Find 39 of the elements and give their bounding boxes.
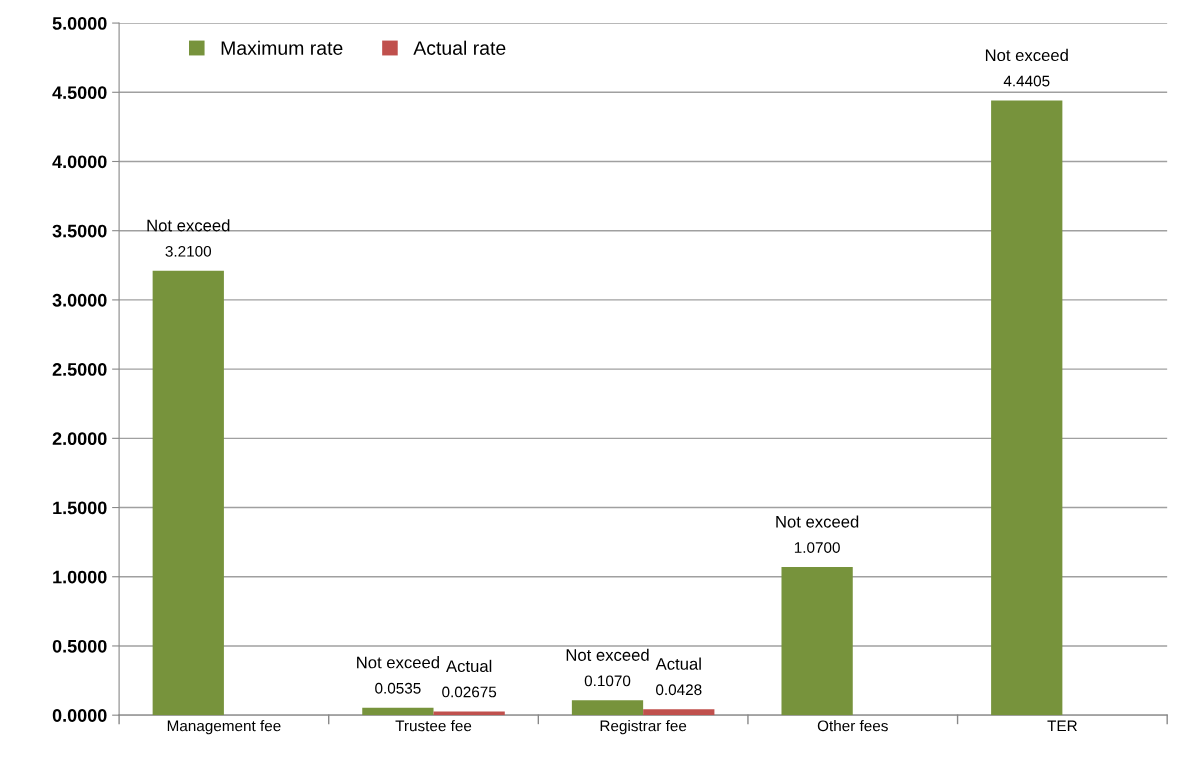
bar: [433, 711, 505, 716]
x-tick-label: Registrar fee: [600, 720, 687, 735]
data-label: 0.1070: [584, 675, 631, 687]
y-tick-label: 3.0000: [52, 293, 107, 307]
bar: [643, 709, 715, 716]
x-tick-label: Trustee fee: [395, 720, 472, 732]
bar: [571, 700, 644, 716]
y-tick-label: 0.0000: [52, 709, 107, 722]
y-tick-label: 1.5000: [53, 501, 107, 515]
y-tick-label: 1.0000: [53, 570, 107, 584]
annotation: Not exceed: [566, 648, 649, 661]
data-label: 0.0428: [656, 684, 702, 696]
legend-label: Maximum rate: [221, 40, 343, 55]
bar: [362, 707, 434, 716]
y-tick-label: 0.5000: [52, 639, 107, 653]
data-label: 0.02675: [442, 686, 497, 698]
x-tick-label: TER: [1047, 720, 1077, 732]
y-tick-label: 3.5000: [52, 224, 107, 238]
data-label: 4.4405: [1003, 75, 1050, 87]
data-label: 1.0700: [794, 542, 840, 553]
bar: [152, 270, 224, 716]
data-label: 0.0535: [375, 682, 421, 694]
y-tick-label: 4.5000: [52, 86, 107, 99]
legend-label: Actual rate: [413, 40, 506, 55]
annotation: Not exceed: [147, 219, 230, 232]
x-tick-label: Other fees: [817, 720, 888, 732]
y-tick-label: 5.0000: [52, 17, 107, 30]
annotation: Not exceed: [776, 515, 859, 528]
x-tick-label: Management fee: [167, 720, 281, 735]
annotation: Actual: [655, 657, 701, 670]
bar: [781, 567, 853, 716]
data-label: 3.2100: [165, 245, 212, 257]
annotation: Not exceed: [357, 656, 439, 669]
y-tick-label: 2.5000: [52, 363, 107, 376]
y-tick-label: 2.0000: [52, 432, 107, 446]
annotation: Not exceed: [985, 48, 1068, 62]
bar: [991, 100, 1063, 716]
annotation: Actual: [446, 659, 492, 673]
y-tick-label: 4.0000: [52, 155, 107, 169]
